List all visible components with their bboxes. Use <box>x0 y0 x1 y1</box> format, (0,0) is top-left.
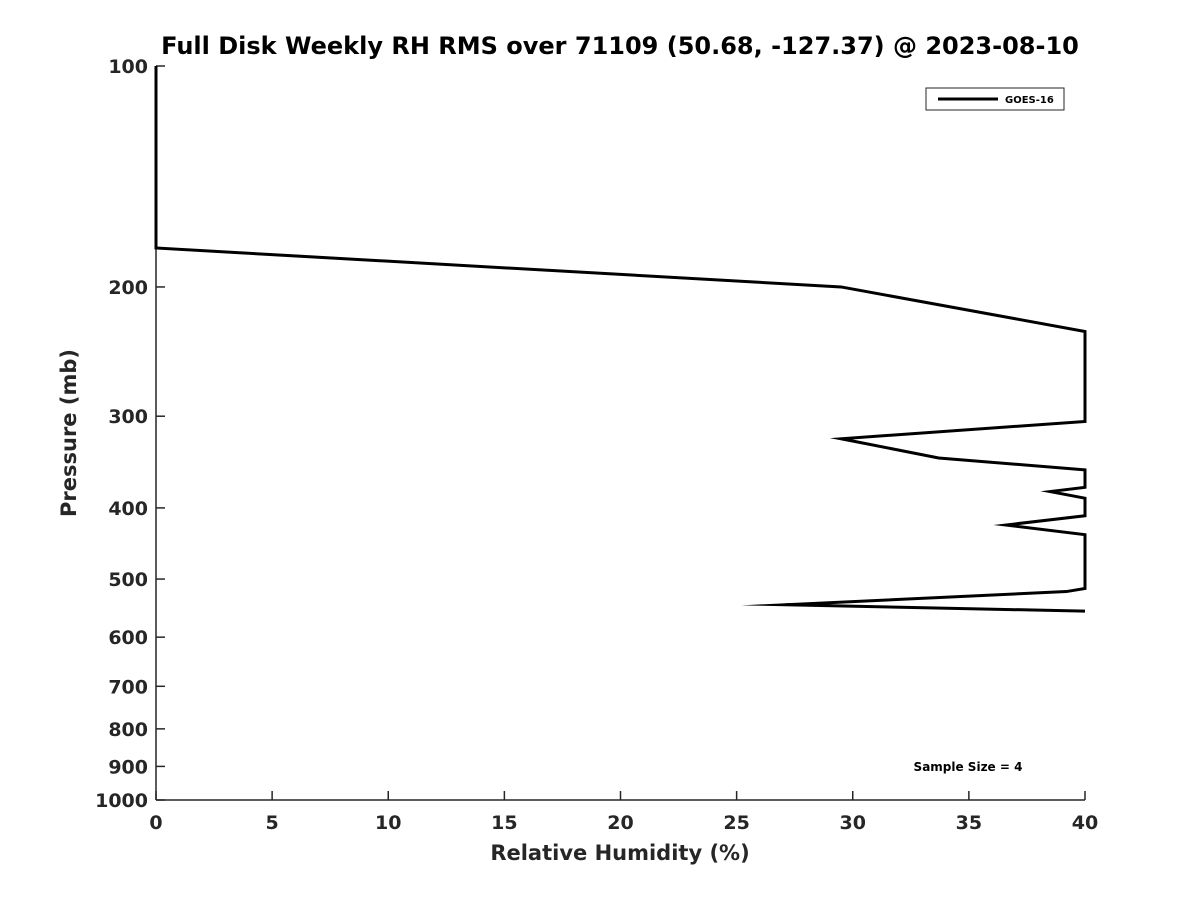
series-line-goes-16 <box>154 66 1087 613</box>
y-axis-title: Pressure (mb) <box>57 349 81 517</box>
x-tick-label: 40 <box>1072 812 1098 834</box>
y-tick-label: 300 <box>108 406 148 428</box>
x-axis-title: Relative Humidity (%) <box>490 841 749 865</box>
x-axis-ticks: 0 5 10 15 20 25 30 35 40 <box>149 791 1098 834</box>
plot-area: 0 5 10 15 20 25 30 35 40 100 200 300 400 500 600 700 80… <box>95 56 1098 834</box>
series-layer <box>154 66 1087 613</box>
y-tick-label: 400 <box>108 498 148 520</box>
x-tick-label: 15 <box>491 812 517 834</box>
y-tick-label: 1000 <box>95 790 148 812</box>
y-tick-label: 600 <box>108 627 148 649</box>
x-tick-label: 20 <box>607 812 633 834</box>
x-tick-label: 5 <box>266 812 279 834</box>
legend: GOES-16 <box>925 87 1065 111</box>
x-tick-label: 0 <box>149 812 162 834</box>
y-tick-label: 200 <box>108 277 148 299</box>
y-tick-label: 100 <box>108 56 148 78</box>
x-tick-label: 10 <box>375 812 401 834</box>
y-axis-ticks: 100 200 300 400 500 600 700 800 900 1000 <box>95 56 165 812</box>
legend-label: GOES-16 <box>1005 95 1054 106</box>
y-tick-label: 700 <box>108 676 148 698</box>
sample-size-annotation: Sample Size = 4 <box>914 760 1023 774</box>
x-tick-label: 25 <box>723 812 749 834</box>
y-tick-label: 800 <box>108 719 148 741</box>
y-tick-label: 900 <box>108 756 148 778</box>
x-tick-label: 35 <box>956 812 982 834</box>
x-tick-label: 30 <box>840 812 866 834</box>
y-tick-label: 500 <box>108 569 148 591</box>
chart-title: Full Disk Weekly RH RMS over 71109 (50.6… <box>161 32 1079 60</box>
